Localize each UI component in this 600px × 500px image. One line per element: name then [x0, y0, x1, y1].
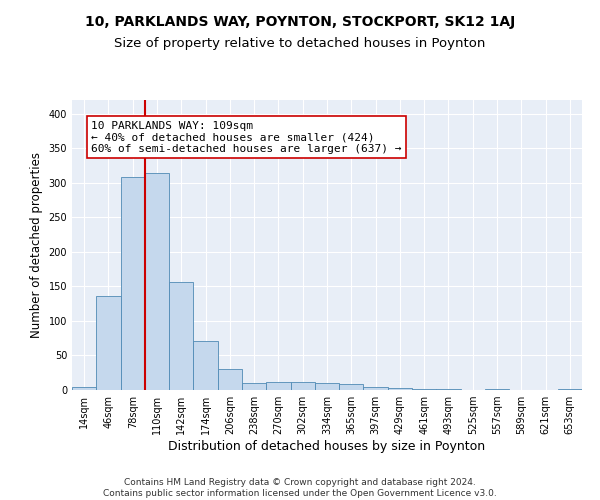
Text: Contains HM Land Registry data © Crown copyright and database right 2024.
Contai: Contains HM Land Registry data © Crown c… [103, 478, 497, 498]
Bar [193, 341, 218, 390]
Bar [388, 388, 412, 390]
Bar [169, 282, 193, 390]
Bar [242, 383, 266, 390]
Bar [266, 382, 290, 390]
Text: 10, PARKLANDS WAY, POYNTON, STOCKPORT, SK12 1AJ: 10, PARKLANDS WAY, POYNTON, STOCKPORT, S… [85, 15, 515, 29]
Text: 10 PARKLANDS WAY: 109sqm
← 40% of detached houses are smaller (424)
60% of semi-: 10 PARKLANDS WAY: 109sqm ← 40% of detach… [91, 120, 402, 154]
Bar [72, 387, 96, 390]
Bar [339, 384, 364, 390]
Bar [558, 388, 582, 390]
Text: Size of property relative to detached houses in Poynton: Size of property relative to detached ho… [115, 38, 485, 51]
Bar [290, 382, 315, 390]
X-axis label: Distribution of detached houses by size in Poynton: Distribution of detached houses by size … [169, 440, 485, 453]
Bar [96, 296, 121, 390]
Bar [121, 178, 145, 390]
Bar [145, 173, 169, 390]
Bar [436, 388, 461, 390]
Bar [315, 383, 339, 390]
Y-axis label: Number of detached properties: Number of detached properties [30, 152, 43, 338]
Bar [218, 368, 242, 390]
Bar [364, 387, 388, 390]
